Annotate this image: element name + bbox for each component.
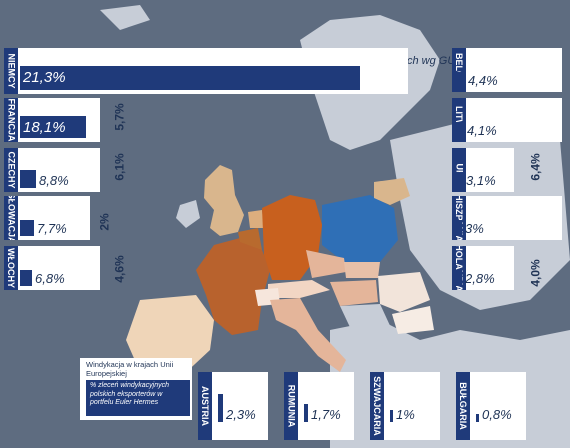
country-label-czechy: CZECHY: [4, 148, 18, 192]
collection-bar-holandia: [456, 270, 462, 286]
map-austria: [268, 280, 330, 298]
map-germany: [262, 195, 322, 280]
map-netherlands: [248, 210, 264, 228]
map-france: [196, 238, 270, 335]
collection-value-niemcy: 21,3%: [23, 69, 66, 86]
export-value-francja: 5,7%: [112, 103, 127, 131]
map-hungary: [330, 280, 378, 306]
export-value-holandia: 4,0%: [528, 259, 543, 287]
collection-bar-litwa: [456, 122, 464, 138]
map-spain: [126, 295, 214, 378]
collection-bar-bulgaria: [476, 414, 479, 422]
map-lithuania: [374, 178, 410, 205]
country-label-rumunia: RUMUNIA: [284, 372, 298, 440]
collection-bar-hiszpania: [456, 220, 462, 236]
country-name: AUSTRIA: [200, 386, 210, 426]
map-bulgaria: [392, 306, 434, 334]
export-value-slowacja: 2%: [97, 213, 112, 231]
country-card-hiszpania: [452, 196, 562, 240]
country-card-slowacja: [4, 196, 90, 240]
collection-value-wlochy: 6,8%: [35, 271, 65, 286]
country-name: RUMUNIA: [286, 384, 296, 428]
country-card-belgia: [452, 48, 562, 92]
collection-bar-wlochy: [20, 270, 32, 286]
collection-bar-szwajcaria: [390, 410, 393, 422]
collection-bar-austria: [218, 394, 223, 422]
country-name: SŁOWACJA: [6, 196, 17, 240]
export-value-wlochy: 4,6%: [112, 255, 127, 283]
country-label-austria: AUSTRIA: [198, 372, 212, 440]
collection-value-bulgaria: 0,8%: [482, 407, 512, 422]
collection-bar-uk: [456, 172, 463, 188]
collection-bar-czechy: [20, 170, 36, 188]
country-card-litwa: [452, 98, 562, 142]
collection-value-uk: 3,1%: [466, 173, 496, 188]
collection-value-hiszpania: 3%: [465, 221, 484, 236]
country-label-szwajcaria: SZWAJCARIA: [370, 372, 384, 440]
country-label-francja: FRANCJA: [4, 98, 18, 142]
country-label-bulgaria: BUŁGARIA: [456, 372, 470, 440]
collection-bar-rumunia: [304, 404, 308, 422]
country-name: FRANCJA: [6, 98, 17, 142]
export-value-czechy: 6,1%: [112, 153, 127, 181]
country-label-holandia: HOLANDIA: [452, 246, 466, 290]
collection-bar-belgia: [456, 72, 465, 88]
country-label-slowacja: SŁOWACJA: [4, 196, 18, 240]
country-name: CZECHY: [6, 151, 17, 189]
map-uk: [204, 165, 244, 236]
map-romania: [378, 272, 430, 312]
collection-value-slowacja: 7,7%: [37, 221, 67, 236]
map-belgium: [238, 228, 262, 250]
country-name: BUŁGARIA: [458, 382, 468, 430]
collection-bar-francja: [20, 116, 86, 138]
collection-bar-slowacja: [20, 220, 34, 236]
country-name: NIEMCY: [6, 53, 17, 89]
country-name: SZWAJCARIA: [372, 376, 383, 436]
map-ireland: [176, 200, 200, 228]
map-czech: [306, 250, 346, 278]
legend-note: % zleceń windykacyjnych polskich eksport…: [86, 380, 190, 416]
collection-value-francja: 18,1%: [23, 119, 66, 136]
collection-value-holandia: 2,8%: [465, 271, 495, 286]
collection-value-austria: 2,3%: [226, 407, 256, 422]
country-label-wlochy: WŁOCHY: [4, 246, 18, 290]
collection-value-rumunia: 1,7%: [311, 407, 341, 422]
country-label-niemcy: NIEMCY: [4, 48, 18, 94]
country-label-hiszpania: HISZPANIA: [452, 196, 466, 240]
collection-value-litwa: 4,1%: [467, 123, 497, 138]
collection-value-czechy: 8,8%: [39, 173, 69, 188]
map-italy: [270, 298, 346, 372]
country-name: WŁOCHY: [6, 248, 16, 288]
map-poland: [322, 195, 398, 262]
map-balkans: [340, 304, 392, 350]
legend-title: Windykacja w krajach Unii Europejskiej: [86, 360, 174, 378]
collection-value-belgia: 4,4%: [468, 73, 498, 88]
collection-bar-niemcy: [20, 66, 360, 90]
collection-value-szwajcaria: 1%: [396, 407, 415, 422]
export-value-uk: 6,4%: [528, 153, 543, 181]
map-slovakia: [344, 262, 380, 278]
